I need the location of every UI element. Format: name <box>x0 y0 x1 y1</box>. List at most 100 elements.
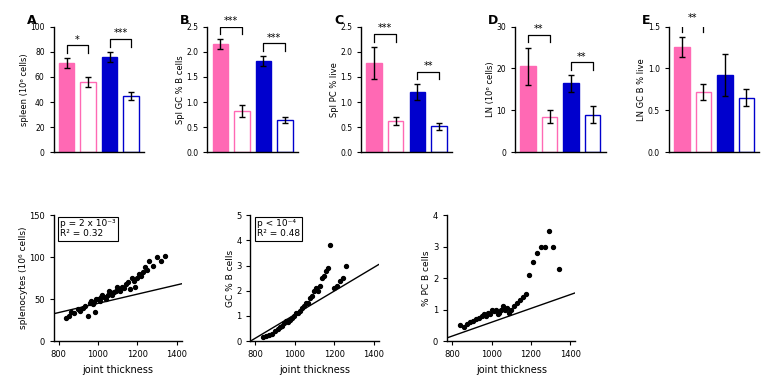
Point <box>91 296 103 302</box>
Text: ***: *** <box>378 23 392 33</box>
Y-axis label: spleen (10⁶ cells): spleen (10⁶ cells) <box>20 53 29 126</box>
Point <box>464 319 476 325</box>
Point <box>84 300 96 306</box>
Text: **: ** <box>577 52 587 61</box>
Point <box>87 301 99 307</box>
Text: A: A <box>27 14 36 27</box>
Point <box>88 299 100 305</box>
Point <box>547 244 559 250</box>
Point <box>478 311 490 317</box>
Point <box>290 310 302 316</box>
Point <box>508 304 520 310</box>
Point <box>314 283 327 289</box>
Point <box>499 307 512 313</box>
Point <box>82 313 94 319</box>
Point <box>324 243 337 249</box>
Point <box>263 332 275 338</box>
Point <box>151 254 163 260</box>
Y-axis label: % PC B cells: % PC B cells <box>423 251 432 306</box>
Point <box>305 293 318 299</box>
Point <box>514 297 526 303</box>
Point <box>64 313 76 319</box>
Point <box>110 288 122 294</box>
Point <box>281 319 294 325</box>
Point <box>143 258 156 265</box>
Bar <box>717 75 732 152</box>
Point <box>318 273 331 279</box>
Point <box>483 311 495 317</box>
Point <box>65 309 77 315</box>
Point <box>489 307 502 313</box>
Text: ***: *** <box>267 33 281 42</box>
Point <box>495 307 508 313</box>
Point <box>139 264 151 270</box>
Point <box>85 298 97 304</box>
Point <box>535 244 547 250</box>
Bar <box>123 96 139 152</box>
Text: ***: *** <box>224 16 239 26</box>
Point <box>308 288 320 294</box>
Point <box>278 321 290 327</box>
Point <box>155 258 167 265</box>
Text: E: E <box>642 14 650 27</box>
Point <box>458 324 470 330</box>
Y-axis label: GC % B cells: GC % B cells <box>225 250 235 307</box>
Point <box>98 294 110 300</box>
Point <box>127 278 140 284</box>
Bar <box>388 121 403 152</box>
Point <box>291 310 304 316</box>
Point <box>266 330 278 337</box>
Point <box>334 278 346 284</box>
Bar <box>542 117 558 152</box>
Point <box>112 286 124 292</box>
Point <box>298 303 310 309</box>
Point <box>106 292 118 298</box>
Text: *: * <box>75 35 80 45</box>
Bar <box>59 63 74 152</box>
Point <box>79 303 91 309</box>
Text: Ctrl females: Ctrl females <box>679 220 746 230</box>
X-axis label: joint thickness: joint thickness <box>82 365 153 375</box>
Point <box>320 268 332 274</box>
Point <box>486 307 498 313</box>
Point <box>159 252 171 258</box>
Point <box>538 244 551 250</box>
Point <box>288 313 300 319</box>
Point <box>520 291 532 297</box>
FancyBboxPatch shape <box>702 213 727 238</box>
Point <box>131 275 143 281</box>
Point <box>116 283 128 290</box>
Point <box>68 310 81 316</box>
Point <box>322 265 334 271</box>
Bar <box>212 44 228 152</box>
Text: p < 10⁻⁴
R² = 0.48: p < 10⁻⁴ R² = 0.48 <box>257 219 300 238</box>
Point <box>135 273 147 279</box>
Text: **: ** <box>688 13 697 23</box>
Point <box>501 305 513 311</box>
Text: Ctrl males: Ctrl males <box>679 267 735 277</box>
Bar <box>520 66 535 152</box>
Text: ***: *** <box>114 28 127 39</box>
Point <box>114 288 126 294</box>
Point <box>467 318 479 324</box>
Point <box>479 313 492 319</box>
Point <box>77 304 90 310</box>
Bar <box>431 126 446 152</box>
X-axis label: joint thickness: joint thickness <box>279 365 350 375</box>
Point <box>316 275 328 281</box>
Point <box>312 288 324 294</box>
Point <box>300 300 312 306</box>
Point <box>340 263 352 269</box>
Point <box>295 305 308 312</box>
FancyBboxPatch shape <box>647 213 672 238</box>
Point <box>133 271 146 277</box>
Point <box>527 259 539 265</box>
Point <box>89 309 101 315</box>
Point <box>95 294 107 301</box>
Text: D: D <box>488 14 499 27</box>
Point <box>257 334 269 340</box>
Point <box>505 307 518 313</box>
Y-axis label: Spl GC % B cells: Spl GC % B cells <box>176 55 185 124</box>
Text: **: ** <box>423 61 433 71</box>
Point <box>137 269 150 276</box>
